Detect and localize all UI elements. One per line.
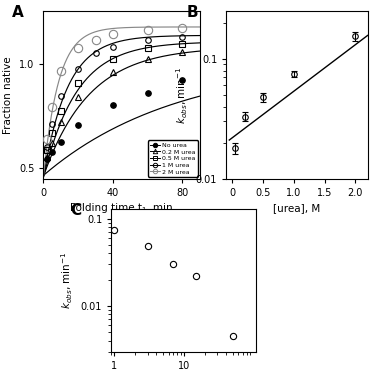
Legend: No urea, 0.2 M urea, 0.5 M urea, 1 M urea, 2 M urea: No urea, 0.2 M urea, 0.5 M urea, 1 M ure… [148, 141, 198, 177]
Text: B: B [187, 5, 198, 20]
X-axis label: [urea], M: [urea], M [273, 203, 320, 213]
X-axis label: Folding time t₁, min: Folding time t₁, min [70, 203, 173, 213]
Text: C: C [70, 203, 82, 218]
Y-axis label: $k_{obs}$, min$^{-1}$: $k_{obs}$, min$^{-1}$ [60, 252, 75, 309]
Y-axis label: Fraction native: Fraction native [3, 56, 14, 134]
Y-axis label: $k_{obs}$, min$^{-1}$: $k_{obs}$, min$^{-1}$ [175, 66, 190, 124]
Text: A: A [12, 5, 24, 20]
